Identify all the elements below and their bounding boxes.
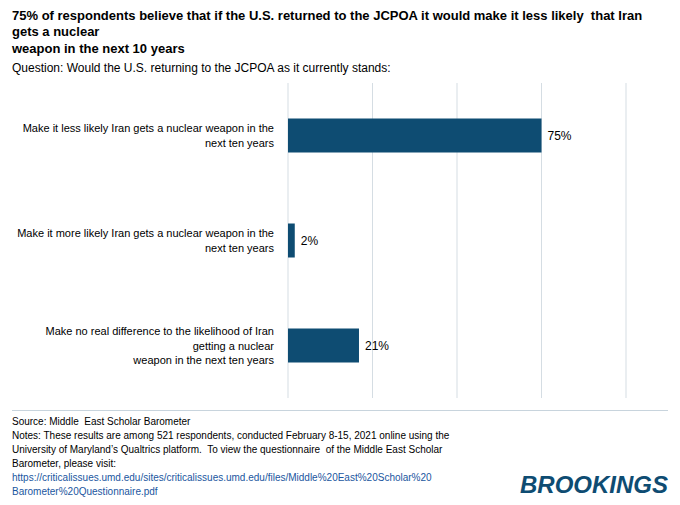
grid [288,83,626,398]
bar [288,328,359,362]
grid-line [626,83,627,398]
bar [288,223,295,257]
footer: Source: Middle East Scholar Barometer No… [12,410,668,499]
category-label: Make it less likely Iran gets a nuclear … [12,121,274,150]
subtitle: Question: Would the U.S. returning to th… [12,61,668,75]
bar [288,118,542,152]
data-label: 75% [548,128,572,142]
title: 75% of respondents believe that if the U… [12,8,668,57]
link-text: https://criticalissues.umd.edu/sites/cri… [12,471,510,499]
category-label: Make it more likely Iran gets a nuclear … [12,226,274,255]
bars [288,118,542,362]
data-label: 21% [365,338,389,352]
data-label: 2% [301,233,319,247]
source-notes: Source: Middle East Scholar Barometer No… [12,415,668,471]
data-labels: 75% 2% 21% [301,128,572,352]
logo: BROOKINGS [520,471,668,499]
category-label: Make no real difference to the likelihoo… [12,324,274,367]
chart-area: 75% 2% 21% Make it less likely Iran gets a … [12,75,668,406]
link-row: https://criticalissues.umd.edu/sites/cri… [12,471,668,499]
page: 75% of respondents believe that if the U… [0,0,680,505]
